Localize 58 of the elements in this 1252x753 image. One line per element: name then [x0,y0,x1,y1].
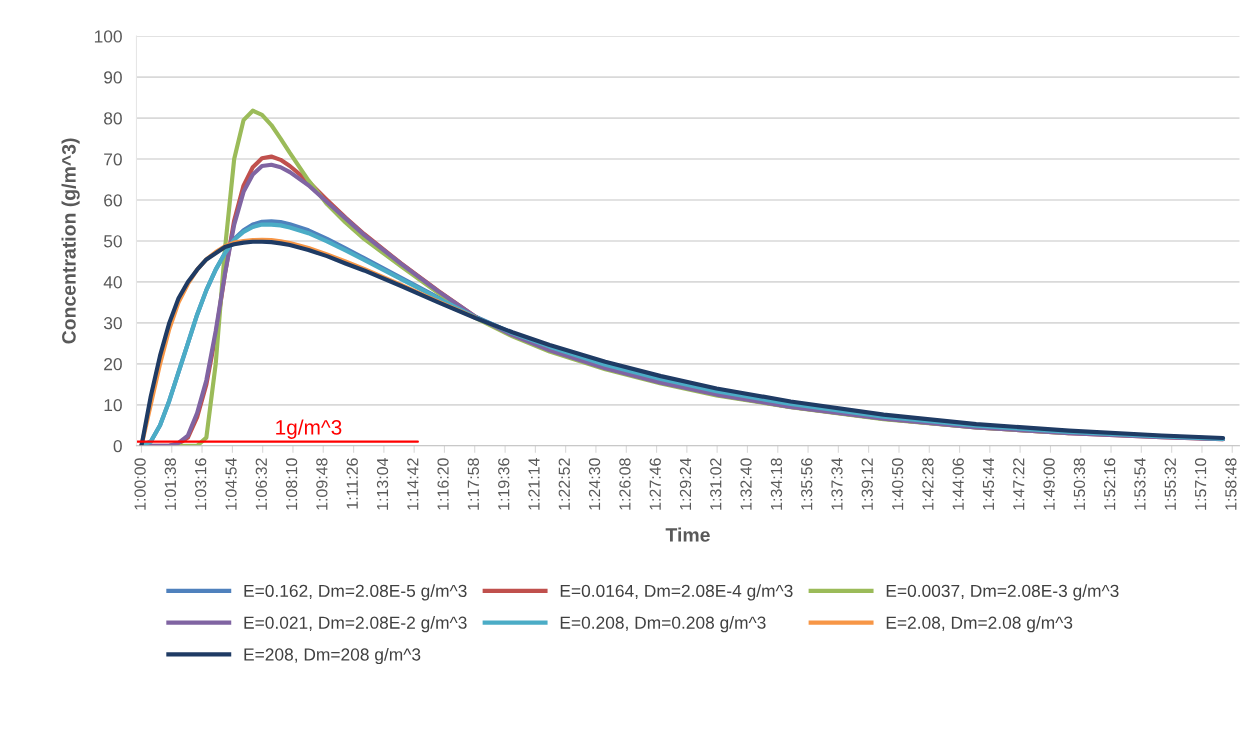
legend-label: E=208, Dm=208 g/m^3 [244,647,421,665]
x-tick-label: 1:58:48 [1225,458,1237,510]
legend-label: E=0.208, Dm=0.208 g/m^3 [560,616,766,633]
y-tick-label: 90 [104,71,122,84]
y-tick-label: 60 [104,194,122,207]
y-tick-label: 80 [104,112,122,125]
y-tick-label: 20 [104,358,122,371]
y-axis-title: Concentration (g/m^3) [61,138,80,344]
x-tick-label: 1:57:10 [1194,458,1207,510]
x-tick-label: 1:21:14 [528,458,540,510]
x-tick-label: 1:42:28 [922,458,934,510]
y-tick-label: 100 [94,30,122,43]
x-tick-label: 1:06:32 [255,458,267,510]
x-tick-label: 1:35:56 [801,458,813,510]
x-tick-label: 1:55:32 [1164,458,1176,510]
y-tick-label: 10 [104,398,122,412]
y-tick-label: 30 [103,317,122,330]
x-tick-label: 1:47:22 [1013,458,1025,510]
x-tick-label: 1:03:16 [195,458,207,510]
x-tick-label: 1:11:26 [346,458,358,509]
y-tick-label: 40 [103,276,122,289]
x-tick-label: 1:22:52 [558,458,570,510]
x-tick-label: 1:29:24 [679,458,692,510]
x-axis-title: Time [665,527,710,542]
x-tick-label: 1:19:36 [498,458,510,510]
y-tick-label: 50 [103,235,122,248]
x-tick-label: 1:09:48 [316,458,328,510]
legend-label: E=2.08, Dm=2.08 g/m^3 [886,616,1073,633]
y-tick-label: 0 [113,439,122,453]
x-tick-label: 1:53:54 [1134,458,1146,510]
x-tick-label: 1:16:20 [437,458,449,510]
x-tick-label: 1:34:18 [770,458,783,510]
x-tick-label: 1:26:08 [619,458,631,510]
x-tick-label: 1:40:50 [891,458,904,510]
y-tick-label: 70 [104,153,122,166]
x-tick-label: 1:49:00 [1043,458,1055,510]
x-tick-label: 1:50:38 [1073,458,1086,510]
x-tick-label: 1:01:38 [164,458,177,510]
x-tick-label: 1:08:10 [285,458,298,510]
x-tick-label: 1:31:02 [710,458,722,510]
x-tick-label: 1:32:40 [740,458,752,510]
x-tick-label: 1:44:06 [952,458,964,510]
legend-label: E=0.0037, Dm=2.08E-3 g/m^3 [886,584,1119,601]
legend-label: E=0.021, Dm=2.08E-2 g/m^3 [244,616,467,633]
x-tick-label: 1:00:00 [134,458,146,510]
x-tick-label: 1:13:04 [376,458,389,510]
legend-label: E=0.162, Dm=2.08E-5 g/m^3 [244,584,467,601]
x-tick-label: 1:04:54 [225,458,237,510]
x-tick-label: 1:52:16 [1104,458,1116,510]
annotation: 1g/m^3 [276,419,342,439]
x-tick-label: 1:45:44 [982,458,995,510]
x-tick-label: 1:27:46 [649,458,661,510]
x-tick-label: 1:17:58 [467,458,480,510]
x-tick-label: 1:39:12 [861,458,873,510]
x-tick-label: 1:14:42 [407,458,419,510]
x-tick-label: 1:24:30 [588,458,601,510]
x-tick-label: 1:37:34 [831,458,843,510]
legend-label: E=0.0164, Dm=2.08E-4 g/m^3 [560,584,793,601]
